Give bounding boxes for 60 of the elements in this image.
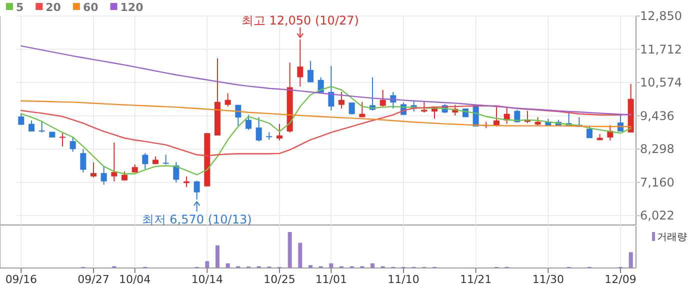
x-tick-label: 10/25 bbox=[264, 273, 296, 286]
x-tick-label: 09/27 bbox=[78, 273, 110, 286]
candlestick bbox=[90, 162, 96, 178]
candlestick bbox=[328, 65, 334, 112]
y-tick-label: 8,298 bbox=[640, 142, 674, 156]
legend-label: 120 bbox=[120, 1, 144, 14]
bar bbox=[370, 263, 374, 268]
y-tick-label: 10,574 bbox=[640, 76, 682, 90]
y-tick-label: 6,022 bbox=[640, 208, 674, 223]
candlestick bbox=[70, 136, 76, 152]
candlestick bbox=[256, 116, 262, 142]
bar bbox=[308, 265, 312, 268]
bar bbox=[205, 261, 210, 268]
legend-label: 5 bbox=[16, 1, 24, 14]
candlestick bbox=[111, 142, 118, 182]
x-tick-label: 10/04 bbox=[118, 273, 151, 286]
candlestick bbox=[162, 154, 169, 165]
bar bbox=[288, 232, 292, 268]
x-tick-label: 09/16 bbox=[5, 273, 38, 286]
candlestick bbox=[276, 123, 282, 141]
x-tick-label: 12/09 bbox=[604, 273, 636, 286]
y-tick-label: 11,712 bbox=[640, 42, 682, 56]
candlestick bbox=[28, 120, 34, 132]
candlestick bbox=[308, 60, 314, 83]
bar bbox=[216, 245, 220, 268]
candlestick bbox=[60, 132, 66, 147]
legend-label: 60 bbox=[82, 1, 99, 14]
candlestick bbox=[100, 165, 107, 186]
x-tick-label: 11/21 bbox=[460, 273, 492, 286]
candlestick bbox=[421, 100, 428, 113]
candlestick bbox=[18, 112, 24, 126]
candlestick bbox=[266, 132, 272, 140]
x-tick-label: 11/01 bbox=[315, 273, 348, 286]
annotation: 최고 12,050 (10/27) bbox=[241, 13, 359, 28]
x-tick-label: 11/30 bbox=[532, 273, 564, 286]
x-tick-label: 10/14 bbox=[191, 273, 224, 286]
candlestick bbox=[194, 180, 200, 200]
bar bbox=[226, 263, 230, 268]
annotation: 최저 6,570 (10/13) bbox=[142, 212, 252, 227]
candlestick bbox=[359, 101, 366, 118]
candlestick bbox=[142, 152, 148, 170]
y-tick-label: 9,436 bbox=[640, 108, 674, 123]
candlestick bbox=[122, 170, 128, 181]
legend-label: 20 bbox=[46, 1, 62, 14]
bar bbox=[298, 242, 302, 268]
bar bbox=[329, 263, 334, 268]
y-tick-label: 12,850 bbox=[640, 9, 682, 23]
bar bbox=[628, 252, 633, 268]
candlestick bbox=[380, 89, 386, 108]
candlestick bbox=[184, 176, 190, 188]
candlestick bbox=[38, 120, 45, 133]
candlestick bbox=[586, 125, 592, 139]
legend-label: 거래량 bbox=[657, 232, 687, 243]
candlestick bbox=[297, 38, 304, 88]
candlestick bbox=[246, 114, 252, 130]
candlestick bbox=[80, 148, 86, 173]
candlestick bbox=[338, 91, 344, 110]
candlestick bbox=[224, 92, 231, 108]
y-tick-label: 7,160 bbox=[640, 175, 674, 190]
x-tick-label: 11/10 bbox=[388, 273, 420, 286]
